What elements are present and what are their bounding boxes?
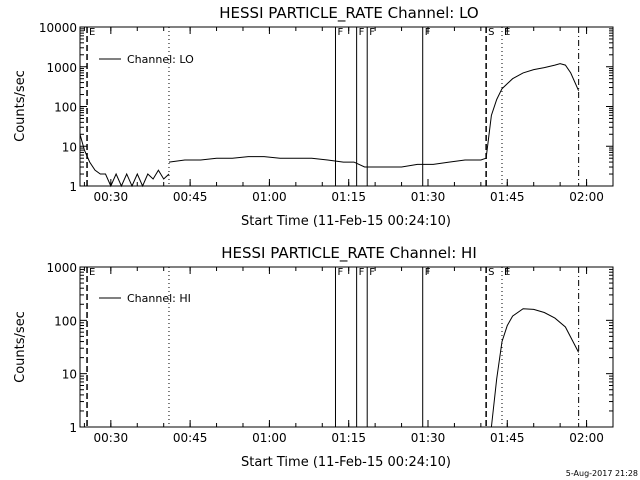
- marker-label-hi: F: [369, 267, 375, 278]
- legend-lo: Channel: LO: [99, 53, 194, 66]
- x-tick-label-lo: 01:15: [331, 190, 366, 204]
- y-tick-label-hi: 10: [62, 368, 77, 382]
- marker-label-lo: F: [337, 27, 343, 38]
- marker-label-hi: E: [504, 267, 510, 278]
- marker-label-hi: F: [359, 267, 365, 278]
- chart-title-hi: HESSI PARTICLE_RATE Channel: HI: [221, 244, 477, 263]
- x-tick-label-hi: 00:30: [94, 431, 129, 445]
- y-tick-label-lo: 10: [62, 140, 77, 154]
- x-tick-label-hi: 02:00: [569, 431, 604, 445]
- x-tick-label-hi: 01:30: [411, 431, 446, 445]
- series-line-lo: [79, 134, 170, 188]
- x-tick-label-lo: 01:00: [252, 190, 287, 204]
- marker-label-lo: E: [504, 27, 510, 38]
- x-tick-label-hi: 01:00: [252, 431, 287, 445]
- x-tick-label-lo: 00:45: [173, 190, 208, 204]
- marks-lo: 00:30 00:45 01:00 01:15 01:30 01:45 02:00 1 10 10…: [39, 21, 613, 204]
- marker-label-lo: F: [359, 27, 365, 38]
- marker-label-hi: F: [425, 267, 431, 278]
- x-tick-label-lo: 02:00: [569, 190, 604, 204]
- marker-label-lo: E: [89, 27, 95, 38]
- marker-label-lo: S: [488, 27, 494, 38]
- y-tick-label-lo: 100: [54, 101, 77, 115]
- legend-label-lo: Channel: LO: [127, 53, 194, 66]
- chart-title-lo: HESSI PARTICLE_RATE Channel: LO: [219, 4, 478, 23]
- legend-hi: Channel: HI: [99, 292, 191, 305]
- legend-label-hi: Channel: HI: [127, 292, 191, 305]
- marker-label-hi: F: [337, 267, 343, 278]
- plot-frame-hi: [79, 266, 614, 428]
- panel-hi: HESSI PARTICLE_RATE Channel: HI Counts/s…: [13, 244, 614, 470]
- marker-label-hi: S: [488, 267, 494, 278]
- marker-label-lo: F: [425, 27, 431, 38]
- y-tick-label-lo: 1: [69, 180, 77, 194]
- series-line-lo: [485, 63, 580, 159]
- x-tick-label-lo: 01:45: [490, 190, 525, 204]
- x-axis-label-lo: Start Time (11-Feb-15 00:24:10): [241, 214, 451, 229]
- series-line-hi: [490, 308, 580, 428]
- y-tick-label-lo: 10000: [39, 21, 77, 35]
- y-tick-label-hi: 100: [54, 314, 77, 328]
- date-stamp: 5-Aug-2017 21:28: [566, 469, 638, 478]
- y-axis-label-hi: Counts/sec: [13, 311, 28, 383]
- x-tick-label-lo: 00:30: [94, 190, 129, 204]
- y-tick-label-hi: 1: [69, 421, 77, 435]
- marker-label-hi: E: [89, 267, 95, 278]
- x-tick-label-hi: 01:45: [490, 431, 525, 445]
- y-tick-label-lo: 1000: [46, 61, 77, 75]
- x-axis-label-hi: Start Time (11-Feb-15 00:24:10): [241, 455, 451, 470]
- series-line-lo: [168, 156, 487, 168]
- y-tick-label-hi: 1000: [46, 261, 77, 275]
- marks-hi: 00:30 00:45 01:00 01:15 01:30 01:45 02:00 1 10 10…: [46, 261, 613, 445]
- x-tick-label-lo: 01:30: [411, 190, 446, 204]
- x-tick-label-hi: 01:15: [331, 431, 366, 445]
- marker-label-lo: F: [369, 27, 375, 38]
- x-tick-label-hi: 00:45: [173, 431, 208, 445]
- y-axis-label-lo: Counts/sec: [13, 70, 28, 142]
